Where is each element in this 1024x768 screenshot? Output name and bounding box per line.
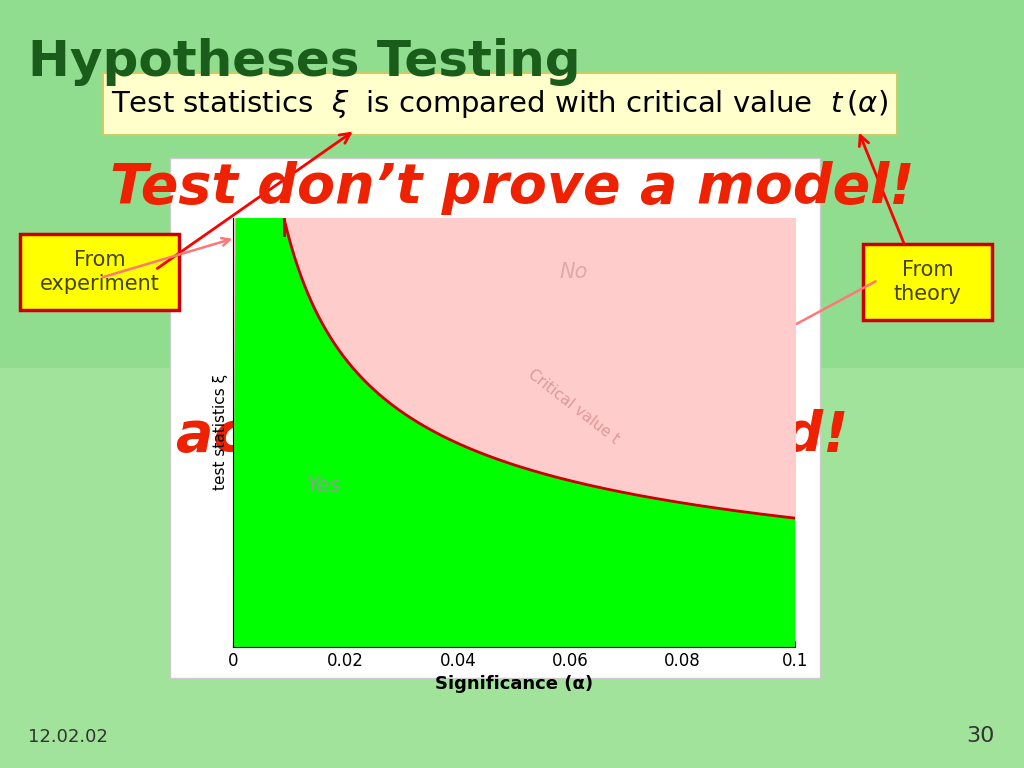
Polygon shape (233, 218, 795, 647)
Text: From
experiment: From experiment (40, 250, 160, 293)
Text: Test statistics  $\xi$  is compared with critical value  $t\,(\alpha)$: Test statistics $\xi$ is compared with c… (112, 88, 889, 120)
X-axis label: Significance (α): Significance (α) (435, 675, 593, 693)
Text: 12.02.02: 12.02.02 (28, 728, 108, 746)
FancyBboxPatch shape (863, 244, 992, 320)
Text: the hypothesis is: the hypothesis is (244, 326, 780, 380)
Text: It just shows that: It just shows that (238, 243, 786, 297)
Text: 30: 30 (967, 726, 995, 746)
Text: accepted or rejected!: accepted or rejected! (176, 409, 848, 463)
FancyBboxPatch shape (170, 158, 820, 678)
Y-axis label: test statistics ξ: test statistics ξ (213, 374, 228, 491)
Text: No: No (559, 262, 588, 282)
Text: Hypotheses Testing: Hypotheses Testing (28, 38, 581, 86)
Bar (0, 368, 1024, 768)
Text: Critical value t: Critical value t (525, 366, 622, 447)
Text: Yes: Yes (306, 476, 341, 496)
FancyBboxPatch shape (103, 73, 897, 135)
FancyBboxPatch shape (20, 234, 179, 310)
Text: Test don’t prove a model!: Test don’t prove a model! (110, 161, 914, 215)
Text: From
theory: From theory (894, 260, 962, 303)
